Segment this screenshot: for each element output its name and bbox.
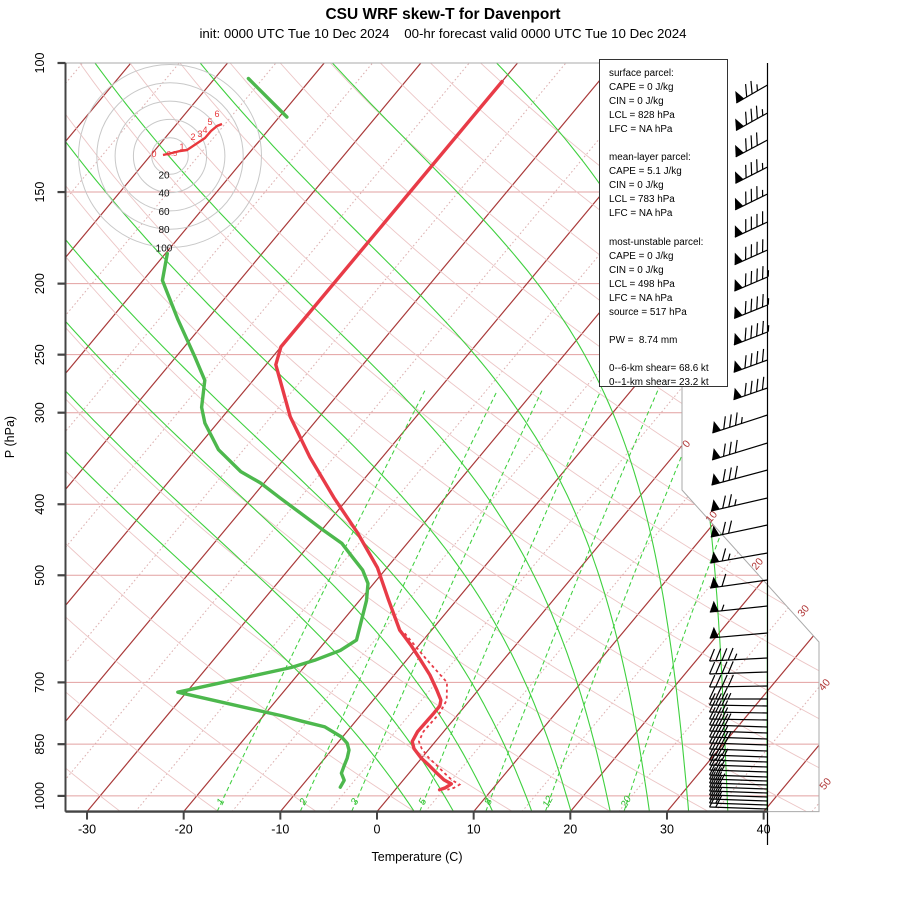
hodograph-ring-label: 40 (158, 189, 170, 200)
y-tick-label: 850 (33, 734, 47, 755)
svg-text:30: 30 (795, 603, 812, 620)
svg-text:1: 1 (215, 797, 227, 807)
parcel-info-line (609, 348, 727, 362)
x-tick-label: -20 (175, 823, 193, 837)
parcel-info-line (609, 320, 727, 334)
parcel-info-line: 0--6-km shear= 68.6 kt (609, 362, 709, 374)
svg-text:1: 1 (179, 142, 184, 152)
parcel-info-line (609, 137, 727, 151)
y-tick-label: 300 (33, 402, 47, 423)
wind-barbs (708, 63, 770, 845)
y-axis: 100 150 200 250 300 400 500 700 850 1000 P (hPa) (3, 53, 67, 812)
parcel-info-line: LCL = 783 hPa (609, 194, 675, 206)
svg-text:20: 20 (619, 794, 635, 810)
x-tick-label: 40 (757, 823, 771, 837)
parcel-info-line (609, 222, 727, 236)
x-tick-label: 20 (563, 823, 577, 837)
svg-text:4: 4 (202, 125, 207, 135)
parcel-info-line: most-unstable parcel: (609, 236, 704, 248)
x-tick-label: -30 (78, 823, 96, 837)
parcel-info-line: LFC = NA hPa (609, 124, 673, 136)
parcel-info-line: CIN = 0 J/kg (609, 180, 664, 192)
parcel-info-line: CIN = 0 J/kg (609, 264, 664, 276)
parcel-info-line: source = 517 hPa (609, 306, 687, 318)
parcel-info-line: CAPE = 0 J/kg (609, 82, 674, 94)
parcel-info-line: surface parcel: (609, 68, 674, 79)
svg-text:5: 5 (417, 797, 430, 807)
y-tick-label: 1000 (33, 782, 47, 810)
svg-text:12: 12 (541, 794, 556, 809)
parcel-info-line: LCL = 828 hPa (609, 110, 675, 122)
parcel-info-line: LFC = NA hPa (609, 208, 673, 220)
y-axis-title: P (hPa) (3, 416, 17, 458)
x-axis-title: Temperature (C) (372, 850, 463, 864)
x-tick-label: 10 (467, 823, 481, 837)
dewpoint-curve (160, 251, 370, 789)
dewpoint-curve (246, 76, 289, 119)
y-tick-label: 200 (33, 273, 47, 294)
mixing-ratio-labels: 1 2 3 5 8 12 20 (215, 794, 634, 810)
y-tick-label: 100 (33, 53, 47, 74)
svg-text:6: 6 (214, 109, 219, 119)
svg-text:2: 2 (297, 797, 310, 808)
hodograph: 20 40 60 80 100 0 0.512 3 456 (78, 64, 262, 255)
parcel-info-line: PW = 8.74 mm (609, 334, 678, 346)
parcel-info-line: CAPE = 5.1 J/kg (609, 166, 682, 178)
hodograph-ring-label: 60 (158, 207, 170, 218)
hodograph-ring-label: 100 (156, 244, 173, 255)
svg-text:3: 3 (349, 797, 362, 807)
temperature-curve (274, 79, 504, 792)
svg-text:0.5: 0.5 (167, 149, 177, 158)
svg-text:0: 0 (151, 149, 156, 159)
hodograph-ring-label: 20 (158, 170, 170, 181)
x-tick-label: -10 (271, 823, 289, 837)
svg-text:20: 20 (749, 556, 766, 573)
svg-text:3: 3 (197, 129, 202, 139)
parcel-info-line: CAPE = 0 J/kg (609, 250, 674, 262)
parcel-info-line: LCL = 498 hPa (609, 278, 675, 290)
svg-text:8: 8 (483, 797, 496, 807)
parcel-info-box: surface parcel: CAPE = 0 J/kg CIN = 0 J/kg… (599, 59, 728, 389)
x-axis: -30 -20 -10 0 10 20 30 40 Temperature (C) (65, 810, 771, 864)
y-tick-label: 700 (33, 672, 47, 693)
virtual-temperature-curve (404, 632, 462, 791)
chart-subtitle: init: 0000 UTC Tue 10 Dec 2024 00-hr for… (199, 26, 687, 41)
svg-text:50: 50 (817, 776, 834, 793)
y-tick-label: 250 (33, 344, 47, 365)
parcel-info-line: CIN = 0 J/kg (609, 96, 664, 108)
parcel-info-line: LFC = NA hPa (609, 292, 673, 304)
x-tick-label: 30 (660, 823, 674, 837)
x-tick-label: 0 (374, 823, 381, 837)
hodograph-trace (162, 122, 223, 157)
y-tick-label: 500 (33, 565, 47, 586)
parcel-info-line: mean-layer parcel: (609, 152, 691, 164)
y-tick-label: 150 (33, 182, 47, 203)
hodograph-ring-label: 80 (158, 225, 170, 236)
parcel-info-line: 0--1-km shear= 23.2 kt (609, 377, 709, 389)
svg-text:2: 2 (190, 132, 195, 142)
mixing-ratio-lines (216, 390, 777, 812)
chart-title: CSU WRF skew-T for Davenport (325, 6, 561, 23)
svg-text:5: 5 (207, 117, 212, 127)
y-tick-label: 400 (33, 494, 47, 515)
